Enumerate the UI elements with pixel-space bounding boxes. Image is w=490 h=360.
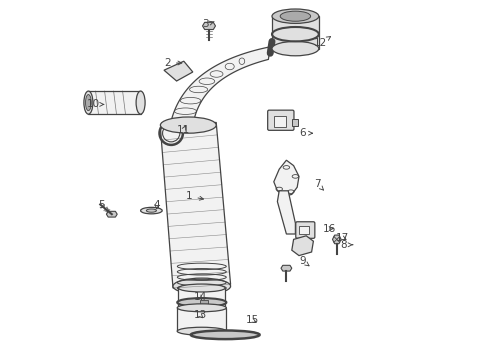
Text: 8: 8 [341, 240, 353, 250]
Text: 14: 14 [194, 292, 207, 302]
Ellipse shape [136, 91, 145, 114]
FancyBboxPatch shape [268, 110, 294, 130]
Ellipse shape [178, 284, 225, 292]
Polygon shape [281, 265, 292, 271]
Polygon shape [170, 47, 270, 130]
Ellipse shape [160, 117, 216, 133]
Bar [200, 300, 208, 305]
Text: 10: 10 [87, 99, 104, 109]
Ellipse shape [84, 91, 93, 114]
Text: 15: 15 [245, 315, 259, 325]
Ellipse shape [86, 95, 91, 111]
Polygon shape [202, 22, 216, 30]
Text: 17: 17 [336, 233, 349, 243]
Ellipse shape [177, 304, 226, 312]
Text: 16: 16 [323, 224, 336, 234]
Polygon shape [164, 61, 193, 81]
Polygon shape [292, 236, 314, 256]
Ellipse shape [173, 278, 231, 294]
Text: 1: 1 [186, 191, 203, 201]
Ellipse shape [141, 207, 162, 214]
Ellipse shape [147, 209, 156, 212]
Ellipse shape [272, 41, 319, 56]
Text: 4: 4 [153, 200, 160, 210]
Text: 9: 9 [299, 256, 309, 266]
Ellipse shape [177, 327, 226, 335]
Text: 11: 11 [177, 125, 191, 135]
Ellipse shape [191, 330, 260, 339]
Ellipse shape [272, 9, 319, 23]
Polygon shape [177, 308, 226, 331]
Polygon shape [88, 91, 141, 114]
Ellipse shape [280, 11, 311, 21]
Bar [292, 119, 298, 126]
Text: 13: 13 [194, 310, 207, 320]
Polygon shape [272, 16, 319, 49]
Polygon shape [178, 288, 225, 306]
Text: 12: 12 [314, 37, 331, 48]
Polygon shape [333, 235, 341, 244]
Bar [274, 116, 286, 127]
Text: 6: 6 [299, 128, 313, 138]
Bar [299, 226, 309, 234]
Text: 2: 2 [164, 58, 182, 68]
Text: 3: 3 [202, 19, 214, 30]
Polygon shape [106, 211, 117, 217]
Ellipse shape [177, 298, 226, 307]
Polygon shape [277, 191, 295, 234]
Polygon shape [160, 122, 231, 288]
FancyBboxPatch shape [296, 222, 315, 238]
Text: 7: 7 [314, 179, 323, 190]
Polygon shape [274, 160, 299, 196]
Text: 5: 5 [98, 200, 109, 212]
